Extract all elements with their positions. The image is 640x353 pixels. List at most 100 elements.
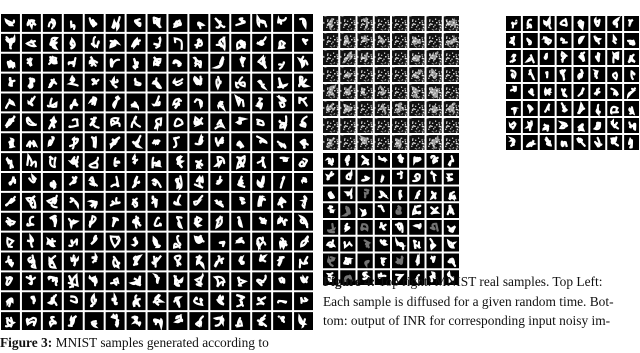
digit-stroke — [25, 116, 37, 127]
digit-stroke — [300, 235, 310, 248]
sample-cell — [273, 153, 293, 171]
sample-cell — [323, 118, 339, 133]
digit-stroke — [67, 155, 80, 168]
sample-cell — [42, 153, 62, 171]
digit-stroke — [544, 103, 551, 113]
sample-cell — [392, 50, 408, 65]
sample-cell — [357, 16, 373, 31]
digit-stroke — [395, 240, 407, 251]
digit-stroke — [510, 106, 520, 116]
digit-stroke — [48, 55, 58, 66]
digit-stroke — [377, 204, 385, 213]
digit-stroke — [27, 254, 37, 269]
sample-cell — [210, 272, 230, 291]
digit-stroke — [364, 259, 370, 269]
digit-stroke — [377, 35, 386, 44]
sample-cell — [63, 232, 83, 251]
digit-stroke — [279, 175, 286, 189]
digit-stroke — [67, 314, 78, 328]
sample-cell — [443, 135, 459, 150]
digit-stroke — [5, 217, 17, 227]
digit-stroke — [236, 216, 244, 228]
sample-cell — [231, 272, 251, 291]
digit-stroke — [130, 115, 142, 129]
sample-cell — [323, 50, 339, 65]
digit-stroke — [276, 140, 287, 149]
digit-stroke — [110, 116, 121, 128]
digit-stroke — [431, 134, 439, 149]
sample-cell — [210, 312, 230, 330]
digit-stroke — [172, 59, 182, 68]
digit-stroke — [258, 253, 268, 263]
digit-stroke — [6, 236, 15, 249]
digit-stroke — [153, 36, 162, 49]
digit-stroke — [394, 273, 405, 284]
digit-stroke — [277, 39, 286, 50]
digit-stroke — [429, 271, 436, 283]
digit-stroke — [128, 275, 142, 287]
digit-stroke — [26, 18, 37, 31]
digit-stroke — [8, 76, 16, 87]
digit-stroke — [131, 197, 139, 209]
digit-stroke — [611, 71, 619, 81]
digit-stroke — [362, 271, 371, 281]
sample-cell — [392, 203, 408, 218]
digit-stroke — [214, 119, 226, 130]
digit-stroke — [277, 215, 288, 227]
sample-cell — [409, 16, 425, 31]
digit-stroke — [446, 204, 455, 216]
digit-stroke — [67, 272, 79, 289]
digit-stroke — [26, 152, 38, 168]
digit-stroke — [110, 175, 120, 188]
sample-cell — [210, 212, 230, 231]
digit-stroke — [132, 254, 143, 267]
digit-stroke — [299, 274, 309, 284]
sample-cell — [42, 93, 62, 112]
digit-stroke — [151, 195, 158, 208]
sample-cell — [340, 16, 356, 31]
digit-stroke — [576, 136, 586, 147]
digit-stroke — [397, 153, 405, 164]
digit-stroke — [411, 204, 422, 216]
digit-stroke — [49, 179, 57, 190]
digit-stroke — [27, 95, 36, 107]
digit-stroke — [429, 190, 437, 201]
digit-stroke — [341, 51, 353, 64]
digit-stroke — [277, 315, 286, 324]
digit-stroke — [239, 196, 247, 205]
digit-stroke — [66, 75, 79, 87]
digit-stroke — [276, 256, 285, 267]
digit-stroke — [412, 239, 422, 250]
digit-stroke — [379, 239, 389, 246]
sample-cell — [63, 192, 83, 211]
digit-stroke — [111, 216, 120, 228]
sample-cell — [340, 169, 356, 185]
caption-line: tom: output of INR for corresponding inp… — [323, 313, 611, 328]
sample-cell — [426, 118, 442, 133]
digit-stroke — [152, 56, 162, 67]
digit-stroke — [214, 17, 226, 29]
digit-stroke — [256, 296, 267, 306]
sample-cell — [189, 93, 209, 112]
digit-stroke — [526, 18, 533, 30]
digit-stroke — [151, 254, 162, 268]
digit-stroke — [377, 272, 387, 279]
digit-stroke — [214, 136, 225, 147]
digit-stroke — [560, 87, 568, 98]
digit-stroke — [131, 152, 139, 165]
digit-stroke — [327, 17, 334, 30]
sample-cell — [357, 84, 373, 99]
sample-cell — [340, 135, 356, 150]
digit-stroke — [133, 77, 142, 87]
digit-stroke — [193, 272, 204, 288]
digit-stroke — [151, 177, 162, 189]
digit-stroke — [130, 101, 140, 111]
digit-stroke — [90, 135, 98, 149]
digit-stroke — [325, 272, 335, 284]
digit-stroke — [528, 68, 536, 81]
digit-stroke — [577, 19, 585, 31]
digit-stroke — [361, 155, 370, 166]
digit-stroke — [215, 215, 224, 230]
digit-stroke — [380, 257, 388, 266]
digit-stroke — [234, 76, 246, 89]
